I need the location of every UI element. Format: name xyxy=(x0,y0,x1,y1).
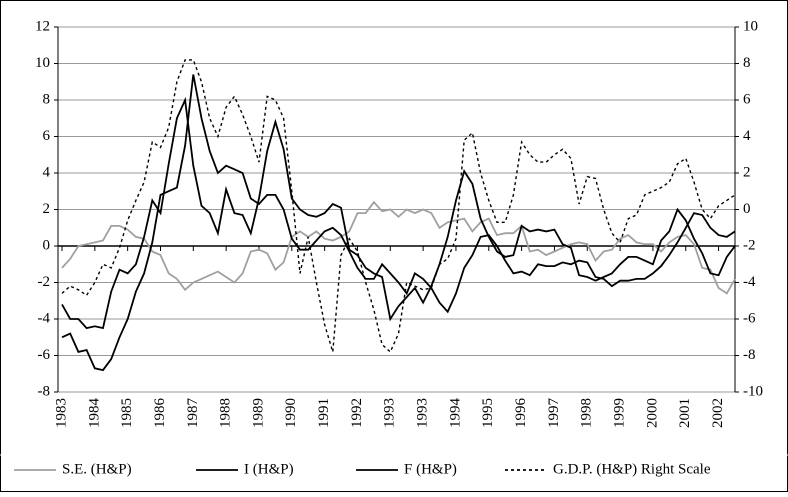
y2-tick-label: -4 xyxy=(743,274,756,290)
x-tick-label: 1987 xyxy=(185,398,201,429)
y-tick-label: 2 xyxy=(43,201,51,217)
series-line xyxy=(61,59,736,354)
x-tick-label: 1998 xyxy=(579,398,595,428)
x-tick-label: 1994 xyxy=(447,398,463,429)
x-tick-label: 1995 xyxy=(480,398,496,428)
legend-label: I (H&P) xyxy=(244,461,294,477)
y2-tick-label: 10 xyxy=(743,18,758,34)
x-tick-label: 1997 xyxy=(546,398,562,429)
y-tick-label: -4 xyxy=(38,310,51,326)
x-tick-label: 1991 xyxy=(316,398,332,428)
x-tick-label: 2002 xyxy=(710,398,726,428)
y2-tick-label: 0 xyxy=(743,201,751,217)
x-tick-label: 1996 xyxy=(513,398,529,429)
x-tick-label: 1986 xyxy=(152,398,168,429)
y-tick-label: -2 xyxy=(38,274,51,290)
y-tick-label: 4 xyxy=(43,164,51,180)
legend-label: F (H&P) xyxy=(404,461,457,477)
x-tick-label: 1985 xyxy=(119,398,135,428)
y2-tick-label: 2 xyxy=(743,164,751,180)
x-tick-label: 1992 xyxy=(349,398,365,428)
x-tick-label: 2001 xyxy=(677,398,693,428)
legend-label: G.D.P. (H&P) Right Scale xyxy=(553,461,711,477)
y2-tick-label: 4 xyxy=(743,128,751,144)
y-tick-label: 0 xyxy=(43,237,51,253)
y2-tick-label: 6 xyxy=(743,91,751,107)
x-tick-label: 1990 xyxy=(283,398,299,428)
series-line xyxy=(61,74,736,372)
y-tick-label: 8 xyxy=(43,91,51,107)
legend-label: S.E. (H&P) xyxy=(62,461,132,477)
x-tick-label: 1989 xyxy=(250,398,266,428)
y2-tick-label: -2 xyxy=(743,237,756,253)
y2-tick-label: 8 xyxy=(743,55,751,71)
y2-tick-label: -8 xyxy=(743,347,756,363)
y-tick-label: -8 xyxy=(38,383,51,399)
x-tick-label: 1993 xyxy=(415,398,431,428)
series-line xyxy=(61,96,736,330)
series-line xyxy=(61,200,736,295)
x-tick-label: 1988 xyxy=(218,398,234,428)
y2-tick-label: -10 xyxy=(743,383,763,399)
y-tick-label: 6 xyxy=(43,128,51,144)
x-tick-label: 1993 xyxy=(382,398,398,428)
y2-tick-label: -6 xyxy=(743,310,756,326)
x-tick-label: 1984 xyxy=(86,398,102,429)
y-tick-label: 12 xyxy=(35,18,50,34)
y-tick-label: -6 xyxy=(38,347,51,363)
x-tick-label: 2000 xyxy=(644,398,660,428)
x-tick-label: 1999 xyxy=(612,398,628,428)
x-tick-label: 1983 xyxy=(53,398,69,428)
y-tick-label: 10 xyxy=(35,55,50,71)
